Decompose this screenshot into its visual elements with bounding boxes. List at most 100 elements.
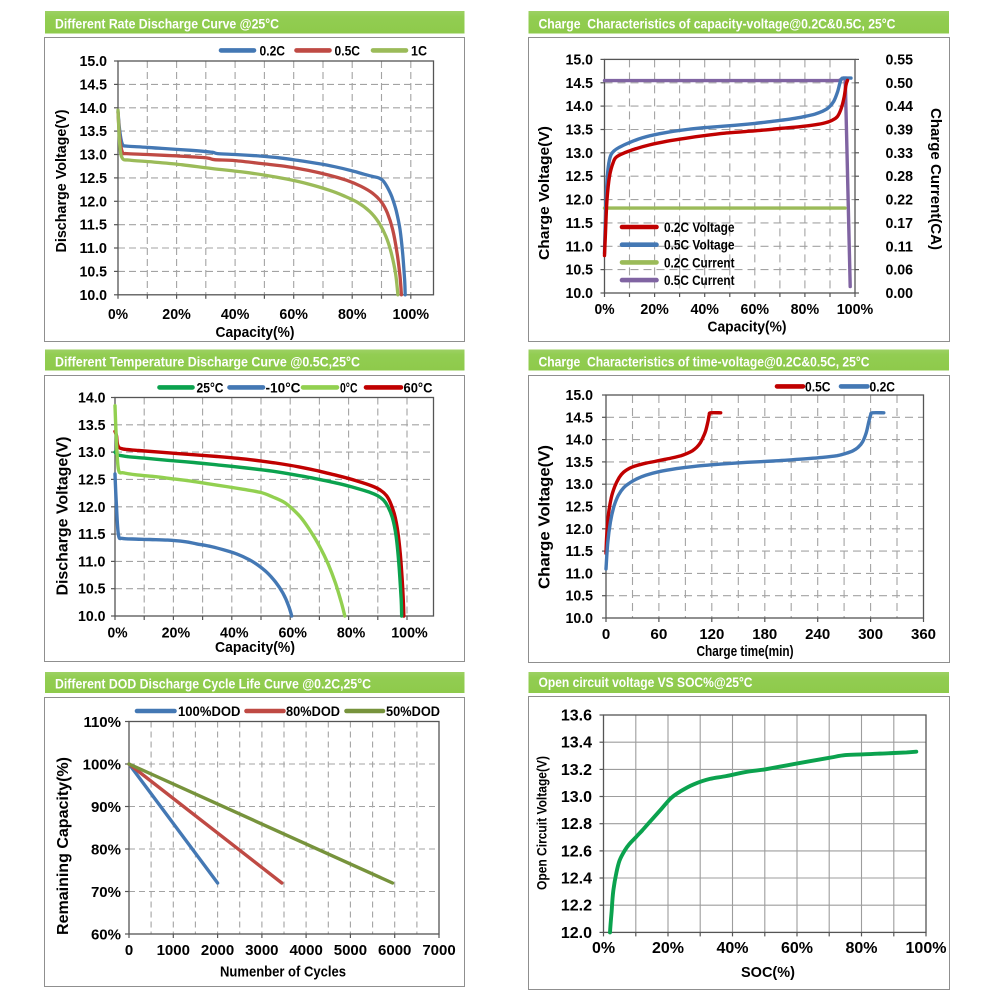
svg-text:110%: 110%: [83, 714, 121, 731]
svg-text:10.0: 10.0: [566, 610, 594, 627]
svg-text:0%: 0%: [595, 301, 615, 318]
svg-text:100%: 100%: [906, 940, 947, 957]
svg-text:0.2C Voltage: 0.2C Voltage: [664, 220, 735, 235]
svg-text:0.5C Current: 0.5C Current: [664, 273, 735, 288]
svg-text:20%: 20%: [640, 301, 669, 318]
svg-text:Capacity(%): Capacity(%): [215, 639, 295, 656]
svg-text:Charge Characteristics of cap: Charge Characteristics of capacity-volta…: [539, 16, 896, 32]
svg-text:11.5: 11.5: [566, 543, 594, 560]
svg-text:20%: 20%: [652, 940, 684, 957]
svg-text:12.5: 12.5: [566, 499, 594, 516]
svg-text:180: 180: [752, 626, 777, 643]
svg-text:12.5: 12.5: [566, 168, 594, 185]
svg-text:0.06: 0.06: [886, 262, 914, 279]
svg-text:0.11: 0.11: [886, 238, 914, 255]
svg-text:70%: 70%: [91, 884, 121, 901]
svg-text:60%: 60%: [741, 301, 770, 318]
svg-text:15.0: 15.0: [80, 53, 108, 70]
svg-text:14.0: 14.0: [566, 432, 594, 449]
svg-text:14.0: 14.0: [566, 98, 594, 115]
svg-text:SOC(%): SOC(%): [741, 964, 795, 981]
svg-text:0.17: 0.17: [886, 215, 914, 232]
svg-text:4000: 4000: [289, 942, 322, 959]
svg-text:100%: 100%: [393, 306, 430, 323]
svg-text:Charge Characteristics of tim: Charge Characteristics of time-voltage@0…: [539, 354, 870, 370]
svg-text:13.0: 13.0: [561, 789, 592, 806]
svg-text:11.5: 11.5: [80, 217, 108, 234]
svg-text:0.00: 0.00: [886, 285, 914, 302]
svg-text:6000: 6000: [378, 942, 411, 959]
svg-text:20%: 20%: [162, 306, 191, 323]
svg-text:Charge Current(CA): Charge Current(CA): [927, 108, 944, 250]
svg-text:90%: 90%: [91, 799, 121, 816]
svg-text:Charge time(min): Charge time(min): [697, 643, 794, 660]
svg-text:14.0: 14.0: [80, 100, 108, 117]
svg-text:25°C: 25°C: [197, 380, 224, 395]
svg-text:11.0: 11.0: [78, 553, 106, 570]
svg-text:20%: 20%: [162, 625, 191, 642]
svg-text:15.0: 15.0: [566, 387, 594, 404]
svg-text:14.0: 14.0: [78, 390, 106, 407]
svg-text:0.22: 0.22: [886, 192, 914, 209]
svg-text:Different Temperature Discharg: Different Temperature Discharge Curve @0…: [55, 354, 360, 370]
svg-text:360: 360: [911, 626, 936, 643]
svg-text:7000: 7000: [422, 942, 455, 959]
svg-text:300: 300: [858, 626, 883, 643]
svg-text:40%: 40%: [221, 306, 250, 323]
svg-text:Charge Voltage(V): Charge Voltage(V): [537, 445, 554, 589]
svg-text:40%: 40%: [716, 940, 748, 957]
svg-text:40%: 40%: [690, 301, 719, 318]
svg-text:Different DOD Discharge Cycle: Different DOD Discharge Cycle Life Curve…: [55, 676, 371, 692]
svg-text:Discharge Voltage(V): Discharge Voltage(V): [55, 437, 72, 596]
svg-text:80%: 80%: [338, 306, 367, 323]
svg-text:13.4: 13.4: [561, 735, 592, 752]
svg-text:0.50: 0.50: [886, 75, 914, 92]
svg-text:12.5: 12.5: [80, 170, 108, 187]
svg-text:0.5C: 0.5C: [335, 43, 361, 58]
svg-text:12.6: 12.6: [561, 843, 592, 860]
svg-text:11.0: 11.0: [566, 238, 594, 255]
svg-text:0.39: 0.39: [886, 121, 914, 138]
svg-text:10.0: 10.0: [566, 285, 594, 302]
svg-text:Capacity(%): Capacity(%): [216, 324, 295, 341]
svg-text:Charge Voltage(V): Charge Voltage(V): [536, 126, 553, 260]
svg-text:60%: 60%: [278, 625, 307, 642]
svg-text:10.5: 10.5: [566, 262, 594, 279]
svg-text:80%: 80%: [337, 625, 366, 642]
svg-text:0.2C Current: 0.2C Current: [664, 255, 735, 270]
svg-text:14.5: 14.5: [80, 76, 108, 93]
svg-text:0.28: 0.28: [886, 168, 914, 185]
svg-text:10.0: 10.0: [78, 608, 106, 625]
svg-text:Remaining Capacity(%): Remaining Capacity(%): [55, 757, 72, 935]
svg-text:0: 0: [125, 942, 133, 959]
svg-text:Numenber of Cycles: Numenber of Cycles: [220, 964, 346, 981]
svg-text:2000: 2000: [201, 942, 234, 959]
svg-text:100%: 100%: [391, 625, 428, 642]
svg-text:12.0: 12.0: [78, 499, 106, 516]
svg-text:11.0: 11.0: [566, 565, 594, 582]
svg-text:1C: 1C: [411, 43, 427, 58]
svg-text:0.55: 0.55: [886, 51, 914, 68]
svg-text:10.5: 10.5: [80, 263, 108, 280]
svg-text:Different Rate Discharge Curve: Different Rate Discharge Curve @25°C: [55, 16, 279, 32]
svg-text:12.2: 12.2: [561, 898, 592, 915]
svg-text:13.5: 13.5: [566, 454, 594, 471]
svg-text:3000: 3000: [245, 942, 278, 959]
svg-text:13.0: 13.0: [78, 444, 106, 461]
svg-text:60: 60: [650, 626, 667, 643]
svg-text:13.0: 13.0: [80, 147, 108, 164]
svg-text:13.5: 13.5: [566, 121, 594, 138]
svg-text:0.5C: 0.5C: [805, 379, 831, 394]
svg-text:80%: 80%: [845, 940, 877, 957]
svg-text:12.0: 12.0: [561, 925, 592, 942]
svg-text:13.5: 13.5: [78, 417, 106, 434]
svg-text:Open circuit voltage VS SOC%@2: Open circuit voltage VS SOC%@25°C: [539, 674, 753, 690]
svg-text:Discharge Voltage(V): Discharge Voltage(V): [53, 110, 70, 253]
svg-text:11.5: 11.5: [78, 526, 106, 543]
svg-text:0.2C: 0.2C: [870, 379, 896, 394]
svg-text:50%DOD: 50%DOD: [386, 704, 440, 719]
svg-text:240: 240: [805, 626, 830, 643]
svg-text:15.0: 15.0: [566, 51, 594, 68]
svg-text:12.8: 12.8: [561, 816, 592, 833]
svg-text:0%: 0%: [592, 940, 615, 957]
